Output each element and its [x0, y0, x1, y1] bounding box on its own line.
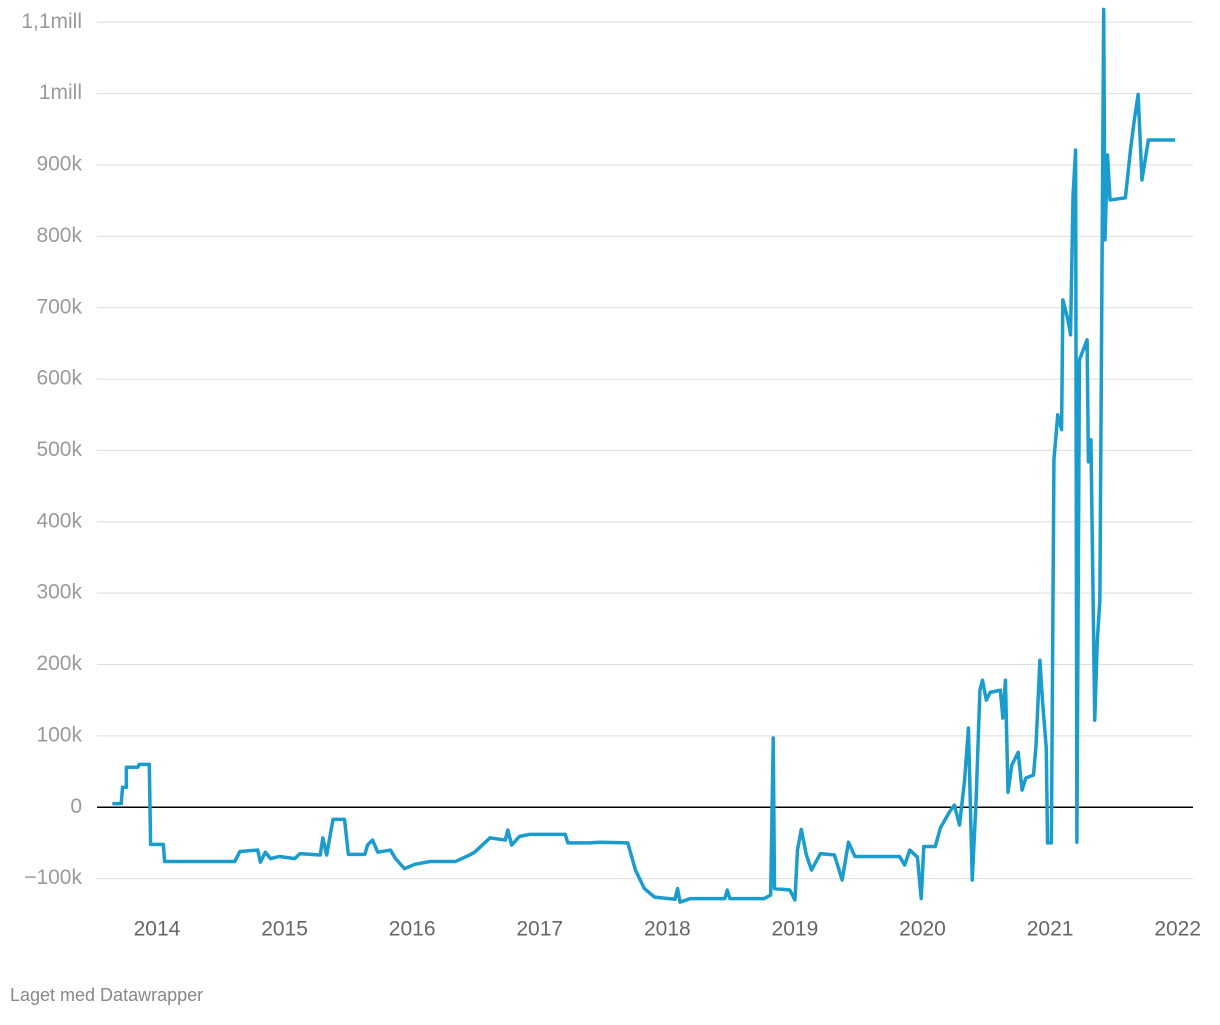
- y-tick-label: 900k: [36, 153, 82, 176]
- credit: Laget med Datawrapper: [10, 985, 203, 1005]
- x-tick-label: 2014: [134, 918, 181, 941]
- x-tick-label: 2022: [1154, 918, 1201, 941]
- y-tick-label: −100k: [24, 866, 82, 889]
- x-tick-label: 2018: [644, 918, 691, 941]
- y-tick-label: 500k: [36, 438, 82, 461]
- y-tick-label: 300k: [36, 581, 82, 604]
- y-tick-label: 1mill: [39, 81, 82, 104]
- y-tick-label: 700k: [36, 295, 82, 318]
- x-tick-label: 2016: [389, 918, 436, 941]
- x-tick-label: 2015: [261, 918, 308, 941]
- y-tick-label: 400k: [36, 509, 82, 532]
- y-tick-label: 0: [70, 795, 82, 818]
- y-tick-label: 100k: [36, 723, 82, 746]
- x-tick-label: 2020: [899, 918, 946, 941]
- y-tick-label: 800k: [36, 224, 82, 247]
- y-tick-label: 200k: [36, 652, 82, 675]
- data-line: [112, 7, 1176, 904]
- y-tick-label: 1,1mill: [21, 10, 82, 33]
- y-tick-label: 600k: [36, 367, 82, 390]
- x-tick-label: 2017: [516, 918, 563, 941]
- x-tick-label: 2021: [1027, 918, 1074, 941]
- x-tick-label: 2019: [772, 918, 819, 941]
